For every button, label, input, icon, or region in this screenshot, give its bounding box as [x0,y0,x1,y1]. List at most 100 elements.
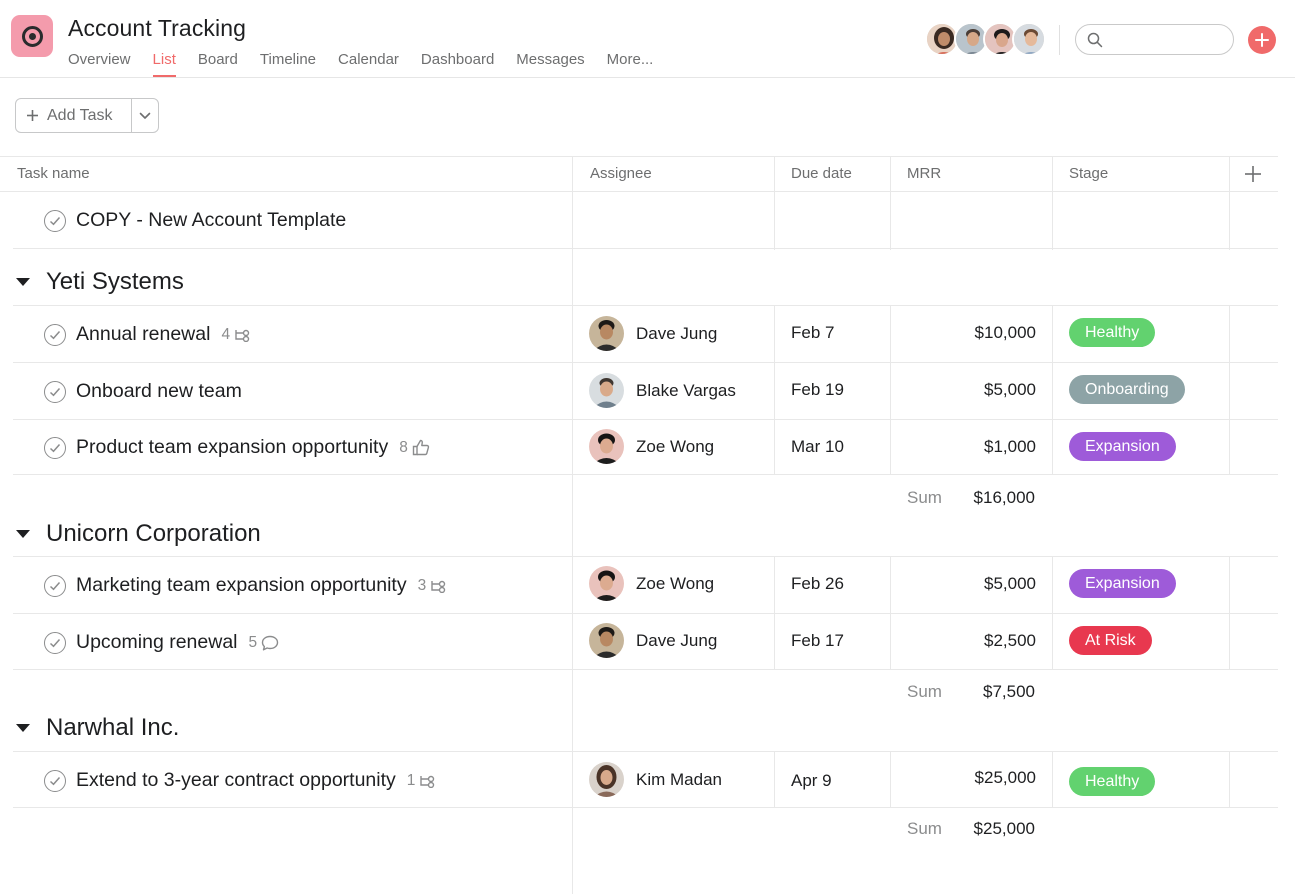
caret-down-icon[interactable] [16,530,30,538]
table-row[interactable]: COPY - New Account Template [13,192,1278,249]
column-divider [774,192,775,248]
check-circle-icon[interactable] [44,323,66,346]
avatar [589,373,624,408]
due-date[interactable]: Mar 10 [791,437,844,456]
task-name[interactable]: COPY - New Account Template [76,209,347,231]
mrr-value[interactable]: $25,000 [974,768,1036,787]
column-divider [572,156,573,894]
add-column-icon[interactable] [1244,159,1262,190]
subtask-count[interactable]: 1 [407,772,438,790]
project-members[interactable] [925,22,1046,56]
tab-timeline[interactable]: Timeline [259,51,317,68]
mrr-value[interactable]: $5,000 [984,574,1036,593]
column-divider [1229,614,1230,669]
caret-down-icon[interactable] [16,278,30,286]
project-title[interactable]: Account Tracking [68,15,247,41]
due-date[interactable]: Feb 19 [791,380,844,399]
comment-count[interactable]: 5 [249,634,280,652]
task-name[interactable]: Upcoming renewal [76,631,238,653]
column-divider [890,614,891,669]
assignee-cell[interactable]: Kim Madan [589,762,722,797]
assignee-cell[interactable]: Dave Jung [589,623,717,658]
column-divider [1052,363,1053,419]
like-count[interactable]: 8 [399,439,430,457]
section-title[interactable]: Narwhal Inc. [46,714,180,741]
column-header-row: Task name Assignee Due date MRR Stage [0,156,1278,192]
due-date[interactable]: Feb 17 [791,631,844,650]
member-avatar[interactable] [954,22,988,56]
member-avatar[interactable] [1012,22,1046,56]
subtask-count[interactable]: 3 [418,577,449,595]
add-task-button[interactable]: Add Task [16,99,132,132]
task-name[interactable]: Annual renewal [76,323,211,345]
plus-icon[interactable] [1248,26,1276,54]
check-circle-icon[interactable] [44,209,66,232]
column-divider [1052,192,1053,248]
stage-badge[interactable]: Expansion [1069,432,1176,461]
avatar [589,623,624,658]
thumbs-up-icon [412,439,429,456]
due-date[interactable]: Feb 7 [791,323,835,342]
tab-more[interactable]: More... [606,51,654,68]
due-date[interactable]: Apr 9 [791,771,832,790]
stage-badge[interactable]: Expansion [1069,569,1176,598]
column-header-mrr[interactable]: MRR [907,165,942,182]
search-box[interactable] [1075,24,1234,55]
table-row[interactable]: Product team expansion opportunity 8 Zoe… [13,420,1278,475]
check-circle-icon[interactable] [44,380,66,403]
stage-badge[interactable]: At Risk [1069,626,1152,655]
column-divider [890,420,891,474]
tab-calendar[interactable]: Calendar [338,51,399,68]
stage-badge[interactable]: Onboarding [1069,375,1185,404]
search-input[interactable] [1109,31,1229,48]
chevron-down-icon [139,112,151,119]
assignee-cell[interactable]: Blake Vargas [589,373,736,408]
tab-messages[interactable]: Messages [516,51,585,68]
column-header-stage[interactable]: Stage [1069,165,1109,182]
table-row[interactable]: Annual renewal 4 Dave Jung Feb 7 $10,000… [13,306,1278,363]
tab-list[interactable]: List [152,51,176,77]
column-divider [1229,363,1230,419]
task-name[interactable]: Product team expansion opportunity [76,436,389,458]
comment-count-value: 5 [248,633,258,651]
mrr-value[interactable]: $1,000 [984,437,1036,456]
table-row[interactable]: Upcoming renewal 5 Dave Jung Feb 17 $2,5… [13,614,1278,670]
section-title[interactable]: Unicorn Corporation [46,520,261,547]
project-circle-icon[interactable] [11,15,53,57]
mrr-value[interactable]: $5,000 [984,380,1036,399]
assignee-cell[interactable]: Zoe Wong [589,429,714,464]
column-header-assignee[interactable]: Assignee [590,165,652,182]
column-header-due[interactable]: Due date [791,165,852,182]
subtask-count[interactable]: 4 [221,326,252,344]
table-row[interactable]: Onboard new team Blake Vargas Feb 19 $5,… [13,363,1278,420]
member-avatar[interactable] [983,22,1017,56]
task-name[interactable]: Onboard new team [76,380,242,402]
task-name[interactable]: Extend to 3-year contract opportunity [76,769,396,791]
caret-down-icon[interactable] [16,724,30,732]
tab-dashboard[interactable]: Dashboard [420,51,495,68]
table-row[interactable]: Extend to 3-year contract opportunity 1 … [13,752,1278,808]
mrr-value[interactable]: $10,000 [974,323,1036,342]
column-header-task[interactable]: Task name [17,165,90,182]
table-row[interactable]: Marketing team expansion opportunity 3 Z… [13,557,1278,614]
avatar [589,566,624,601]
check-circle-icon[interactable] [44,631,66,654]
task-name[interactable]: Marketing team expansion opportunity [76,574,407,596]
check-circle-icon[interactable] [44,436,66,459]
stage-badge[interactable]: Healthy [1069,767,1156,796]
mrr-value[interactable]: $2,500 [984,631,1036,650]
column-divider [1229,420,1230,474]
tab-overview[interactable]: Overview [68,51,131,68]
member-avatar[interactable] [925,22,959,56]
due-date[interactable]: Feb 26 [791,574,844,593]
tab-board[interactable]: Board [197,51,238,68]
like-count-value: 8 [399,438,408,456]
section-title[interactable]: Yeti Systems [46,268,184,295]
check-circle-icon[interactable] [44,769,66,792]
check-circle-icon[interactable] [44,574,66,597]
assignee-name: Kim Madan [636,769,722,789]
add-task-dropdown-button[interactable] [132,99,158,132]
stage-badge[interactable]: Healthy [1069,318,1156,347]
assignee-cell[interactable]: Zoe Wong [589,566,714,601]
assignee-cell[interactable]: Dave Jung [589,316,717,351]
